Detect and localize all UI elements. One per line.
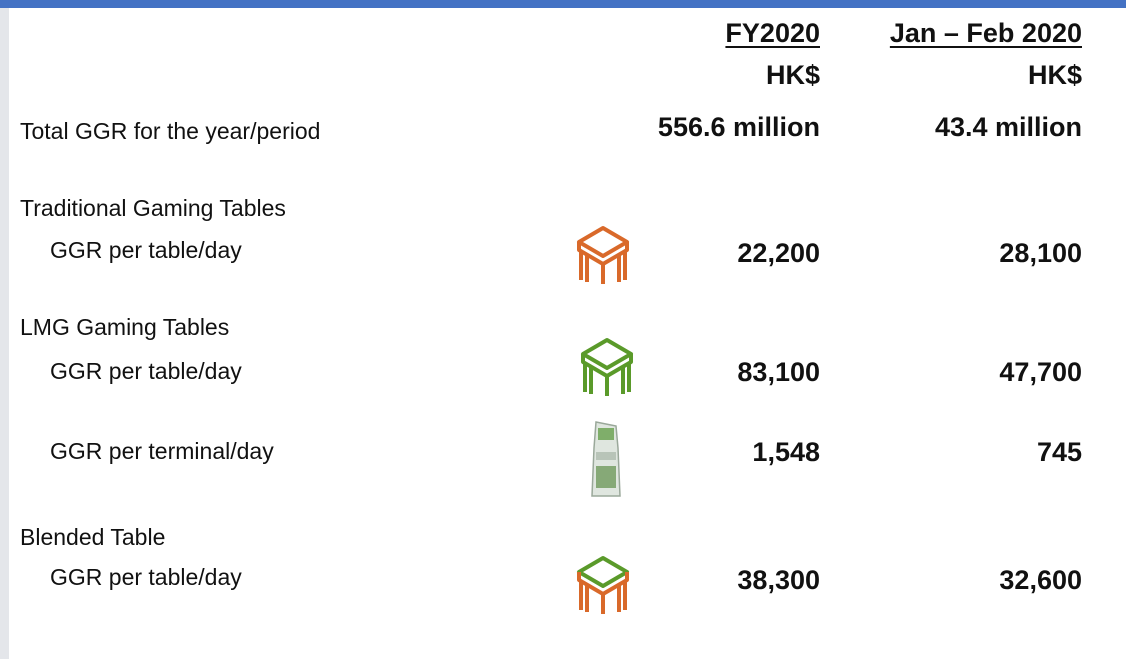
row-label: GGR per table/day — [50, 237, 242, 263]
top-bar — [0, 0, 1126, 8]
value: 1,548 — [752, 437, 820, 467]
value: 556.6 million — [657, 112, 820, 142]
terminal-icon — [591, 421, 621, 497]
row-group: LMG Gaming Tables — [20, 314, 230, 340]
table-icon — [577, 556, 629, 614]
column-period: Jan – Feb 2020 — [889, 18, 1082, 48]
left-bar — [0, 8, 9, 659]
row-label: Total GGR for the year/period — [20, 118, 321, 144]
value: 745 — [1036, 437, 1082, 467]
row-group: Traditional Gaming Tables — [20, 195, 286, 221]
column-currency: HK$ — [765, 60, 820, 90]
value: 47,700 — [999, 357, 1082, 387]
column-period: FY2020 — [725, 18, 820, 48]
value: 38,300 — [737, 565, 820, 595]
row-label: GGR per table/day — [50, 564, 242, 590]
row-label: GGR per table/day — [50, 358, 242, 384]
value: 83,100 — [737, 357, 820, 387]
row-group: Blended Table — [20, 524, 166, 550]
table-icon — [581, 338, 633, 396]
value: 43.4 million — [934, 112, 1082, 142]
value: 32,600 — [999, 565, 1082, 595]
table-icon — [577, 226, 629, 284]
column-currency: HK$ — [1027, 60, 1082, 90]
value: 22,200 — [737, 238, 820, 268]
row-label: GGR per terminal/day — [50, 438, 274, 464]
value: 28,100 — [999, 238, 1082, 268]
